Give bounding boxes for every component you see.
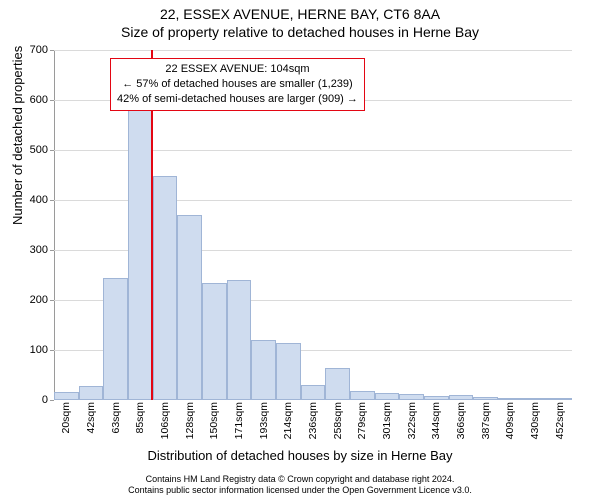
- xtick-label: 430sqm: [529, 402, 541, 439]
- histogram-bar: [79, 386, 104, 400]
- histogram-bar: [227, 280, 252, 400]
- histogram-bar: [399, 394, 424, 400]
- histogram-bar: [449, 395, 474, 400]
- histogram-bar: [523, 398, 548, 400]
- marker-callout: 22 ESSEX AVENUE: 104sqm ← 57% of detache…: [110, 58, 365, 111]
- chart-container: 22, ESSEX AVENUE, HERNE BAY, CT6 8AA Siz…: [0, 0, 600, 500]
- histogram-bar: [177, 215, 202, 400]
- histogram-bar: [424, 396, 449, 400]
- xtick-label: 150sqm: [208, 402, 220, 439]
- footer-line-1: Contains HM Land Registry data © Crown c…: [0, 474, 600, 485]
- ytick-label: 0: [42, 394, 48, 406]
- ytick-mark: [50, 400, 54, 401]
- ytick-label: 500: [30, 144, 48, 156]
- xtick-label: 279sqm: [356, 402, 368, 439]
- xtick-label: 344sqm: [430, 402, 442, 439]
- xtick-label: 128sqm: [184, 402, 196, 439]
- histogram-bar: [128, 105, 153, 400]
- ytick-mark: [50, 350, 54, 351]
- ytick-mark: [50, 250, 54, 251]
- xtick-label: 301sqm: [381, 402, 393, 439]
- y-axis-label: Number of detached properties: [10, 46, 25, 225]
- xtick-label: 106sqm: [159, 402, 171, 439]
- title-line-2: Size of property relative to detached ho…: [0, 22, 600, 40]
- ytick-label: 600: [30, 94, 48, 106]
- histogram-bar: [276, 343, 301, 401]
- xtick-label: 20sqm: [60, 402, 72, 434]
- xtick-label: 42sqm: [85, 402, 97, 434]
- x-axis-label: Distribution of detached houses by size …: [0, 448, 600, 463]
- ytick-mark: [50, 150, 54, 151]
- histogram-bar: [103, 278, 128, 401]
- xtick-label: 409sqm: [504, 402, 516, 439]
- footer-line-2: Contains public sector information licen…: [0, 485, 600, 496]
- xtick-label: 171sqm: [233, 402, 245, 439]
- histogram-bar: [547, 398, 572, 400]
- xtick-label: 387sqm: [480, 402, 492, 439]
- xtick-label: 193sqm: [258, 402, 270, 439]
- xtick-label: 236sqm: [307, 402, 319, 439]
- histogram-bar: [153, 176, 178, 400]
- xtick-label: 214sqm: [282, 402, 294, 439]
- histogram-bar: [498, 398, 523, 400]
- ytick-label: 300: [30, 244, 48, 256]
- y-axis-line: [54, 50, 55, 400]
- xtick-label: 63sqm: [110, 402, 122, 434]
- ytick-label: 100: [30, 344, 48, 356]
- histogram-bar: [375, 393, 400, 401]
- ytick-label: 700: [30, 44, 48, 56]
- histogram-bar: [54, 392, 79, 400]
- xtick-label: 322sqm: [406, 402, 418, 439]
- title-line-1: 22, ESSEX AVENUE, HERNE BAY, CT6 8AA: [0, 0, 600, 22]
- histogram-bar: [473, 397, 498, 400]
- histogram-bar: [202, 283, 227, 401]
- ytick-label: 200: [30, 294, 48, 306]
- callout-line-1: 22 ESSEX AVENUE: 104sqm: [117, 62, 358, 77]
- histogram-bar: [301, 385, 326, 400]
- ytick-mark: [50, 200, 54, 201]
- xtick-label: 366sqm: [455, 402, 467, 439]
- histogram-bar: [325, 368, 350, 401]
- ytick-mark: [50, 300, 54, 301]
- xtick-label: 452sqm: [554, 402, 566, 439]
- callout-line-2: ← 57% of detached houses are smaller (1,…: [117, 77, 358, 92]
- ytick-label: 400: [30, 194, 48, 206]
- gridline: [54, 50, 572, 51]
- xtick-label: 85sqm: [134, 402, 146, 434]
- histogram-bar: [350, 391, 375, 400]
- footer-attribution: Contains HM Land Registry data © Crown c…: [0, 474, 600, 497]
- ytick-mark: [50, 50, 54, 51]
- callout-line-3: 42% of semi-detached houses are larger (…: [117, 92, 358, 107]
- histogram-bar: [251, 340, 276, 400]
- xtick-label: 258sqm: [332, 402, 344, 439]
- ytick-mark: [50, 100, 54, 101]
